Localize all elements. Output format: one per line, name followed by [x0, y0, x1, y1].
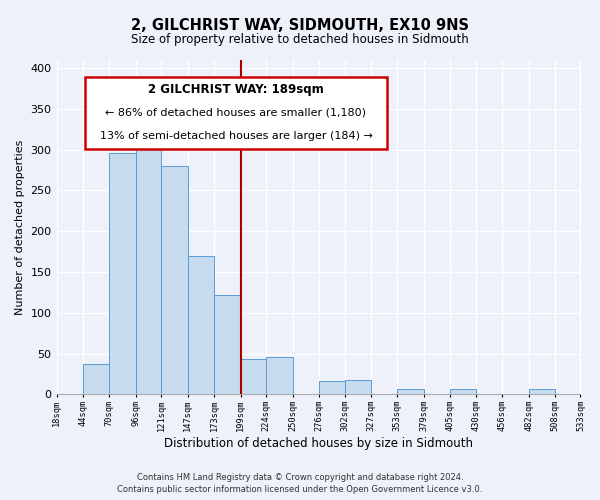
- X-axis label: Distribution of detached houses by size in Sidmouth: Distribution of detached houses by size …: [164, 437, 473, 450]
- Bar: [109, 153, 136, 394]
- Bar: [83, 364, 109, 394]
- Y-axis label: Number of detached properties: Number of detached properties: [15, 140, 25, 315]
- Text: 2, GILCHRIST WAY, SIDMOUTH, EX10 9NS: 2, GILCHRIST WAY, SIDMOUTH, EX10 9NS: [131, 18, 469, 32]
- Bar: [161, 166, 188, 394]
- Bar: [529, 390, 555, 394]
- Bar: [346, 380, 371, 394]
- Bar: [450, 390, 476, 394]
- Text: ← 86% of detached houses are smaller (1,180): ← 86% of detached houses are smaller (1,…: [106, 108, 367, 118]
- FancyBboxPatch shape: [85, 76, 386, 148]
- Bar: [188, 256, 214, 394]
- Bar: [136, 127, 161, 394]
- Bar: [397, 390, 424, 394]
- Text: 2 GILCHRIST WAY: 189sqm: 2 GILCHRIST WAY: 189sqm: [148, 83, 324, 96]
- Bar: [319, 380, 346, 394]
- Bar: [241, 360, 266, 394]
- Bar: [266, 357, 293, 395]
- Text: 13% of semi-detached houses are larger (184) →: 13% of semi-detached houses are larger (…: [100, 130, 373, 140]
- Text: Contains HM Land Registry data © Crown copyright and database right 2024.
Contai: Contains HM Land Registry data © Crown c…: [118, 472, 482, 494]
- Bar: [214, 295, 241, 394]
- Text: Size of property relative to detached houses in Sidmouth: Size of property relative to detached ho…: [131, 32, 469, 46]
